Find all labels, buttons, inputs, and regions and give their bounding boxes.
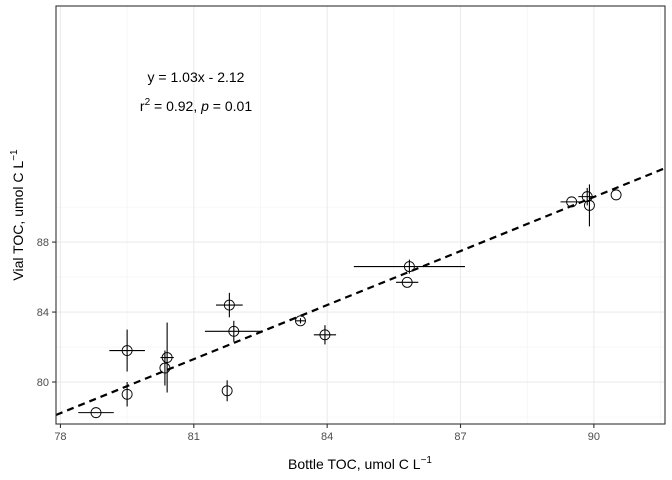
data-point-group xyxy=(295,315,306,327)
data-point xyxy=(161,352,173,363)
data-point-group xyxy=(160,322,174,393)
data-point-group xyxy=(583,184,595,227)
data-point xyxy=(566,196,578,208)
regression-line xyxy=(55,167,666,416)
x-tick-label: 90 xyxy=(588,431,600,443)
x-tick-label: 78 xyxy=(54,431,66,443)
y-axis-title-superscript: −1 xyxy=(9,149,20,161)
fit-equation: y = 1.03x - 2.12 xyxy=(148,69,245,85)
r-squared-superscript: 2 xyxy=(145,97,151,108)
x-axis-title-text: Bottle TOC, umol C L xyxy=(288,456,421,472)
data-point-group xyxy=(204,320,263,342)
x-axis-title-superscript: −1 xyxy=(421,455,433,466)
data-point xyxy=(223,299,235,311)
data-point xyxy=(221,385,233,397)
data-point xyxy=(581,191,593,203)
data-point xyxy=(121,388,133,400)
data-point-group xyxy=(121,382,133,407)
x-tick-label: 84 xyxy=(321,431,333,443)
data-point xyxy=(610,189,622,201)
grid-lines xyxy=(56,6,665,424)
data-point xyxy=(403,261,415,273)
data-point-group xyxy=(353,259,465,274)
plot-panel-border xyxy=(55,5,666,425)
data-point xyxy=(583,199,595,211)
x-tick-label: 81 xyxy=(188,431,200,443)
data-point-group xyxy=(78,407,114,419)
data-point-group xyxy=(216,292,243,318)
data-point-group xyxy=(610,189,622,201)
data-points-layer xyxy=(78,184,622,419)
data-point-group xyxy=(221,380,233,402)
r-squared-value: = 0.92, xyxy=(150,98,201,114)
x-tick-label: 87 xyxy=(454,431,466,443)
y-tick-label: 84 xyxy=(37,307,49,319)
data-point xyxy=(159,362,171,374)
data-point-group xyxy=(159,350,171,386)
data-point-group xyxy=(396,276,419,288)
data-point-group xyxy=(109,329,145,372)
y-axis-title: Vial TOC, umol C L−1 xyxy=(9,149,26,281)
data-point xyxy=(90,407,102,419)
y-axis-title-text: Vial TOC, umol C L xyxy=(10,161,26,281)
data-point-group xyxy=(560,196,583,208)
p-value: = 0.01 xyxy=(209,98,252,114)
data-point xyxy=(121,345,133,356)
data-point-group xyxy=(578,187,597,206)
data-point xyxy=(319,329,331,341)
data-point xyxy=(401,276,413,288)
y-tick-label: 80 xyxy=(37,377,49,389)
p-symbol: p xyxy=(200,98,209,114)
data-point xyxy=(295,315,306,327)
x-axis-title: Bottle TOC, umol C L−1 xyxy=(288,455,432,472)
axis-ticks: 78 81 84 87 90 80 84 88 xyxy=(37,237,600,443)
data-point xyxy=(228,325,240,337)
data-point-group xyxy=(313,325,337,345)
r-symbol: r xyxy=(140,98,145,114)
regression-line-layer xyxy=(55,167,666,416)
fit-statistics: r2 = 0.92, p = 0.01 xyxy=(140,97,252,114)
y-tick-label: 88 xyxy=(37,237,49,249)
